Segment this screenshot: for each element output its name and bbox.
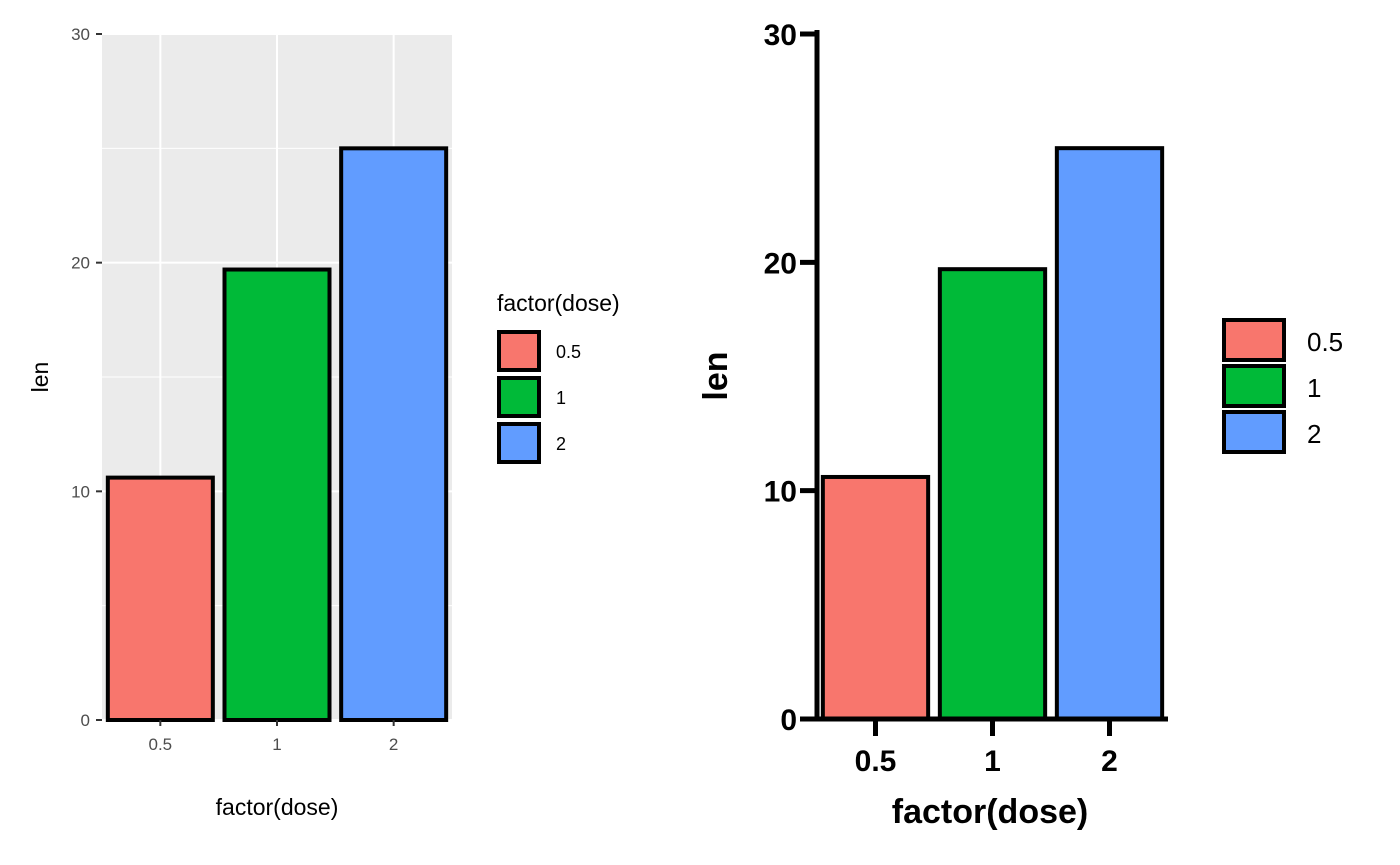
legend-key xyxy=(1222,364,1286,408)
legend: 0.5 1 2 xyxy=(1222,318,1343,454)
bar xyxy=(105,475,215,723)
y-axis-label: len xyxy=(27,362,53,393)
bars xyxy=(820,146,1165,722)
y-axis-ticks: 0 10 20 30 xyxy=(71,25,102,730)
x-tick-label: 0.5 xyxy=(149,735,173,754)
bar xyxy=(222,267,332,722)
legend-key xyxy=(497,376,541,418)
legend: factor(dose) 0.5 1 2 xyxy=(497,290,620,464)
bar xyxy=(339,146,449,723)
x-tick-label: 1 xyxy=(984,745,1001,778)
legend-key xyxy=(497,422,541,464)
legend-label: 1 xyxy=(556,388,566,408)
chart-left: 0 10 20 30 0.5 1 2 factor(dose) len factor(do… xyxy=(27,25,620,820)
x-tick-label: 2 xyxy=(1101,745,1118,778)
bar xyxy=(820,474,931,722)
legend-key xyxy=(1222,410,1286,454)
legend-title: factor(dose) xyxy=(497,290,620,316)
legend-label: 2 xyxy=(556,434,566,454)
y-tick-label: 10 xyxy=(764,476,797,509)
legend-key xyxy=(497,330,541,372)
legend-label: 0.5 xyxy=(556,342,581,362)
y-tick-label: 0 xyxy=(81,711,90,730)
chart-right: 0 10 20 30 0.5 1 2 factor(dose) len 0.5 1 2 xyxy=(697,19,1343,831)
x-tick-label: 2 xyxy=(389,735,398,754)
bar xyxy=(1054,146,1165,721)
y-tick-label: 20 xyxy=(764,247,797,280)
y-axis-label: len xyxy=(697,351,735,400)
bars xyxy=(105,146,449,723)
y-tick-label: 0 xyxy=(780,704,797,737)
x-axis-label: factor(dose) xyxy=(892,793,1088,831)
x-tick-label: 1 xyxy=(272,735,281,754)
legend-entries: 0.5 1 2 xyxy=(1222,318,1343,454)
legend-entries: 0.5 1 2 xyxy=(497,330,581,464)
y-tick-label: 30 xyxy=(764,19,797,52)
legend-key xyxy=(1222,318,1286,362)
bar xyxy=(937,267,1048,721)
legend-label: 0.5 xyxy=(1307,327,1343,357)
y-tick-label: 20 xyxy=(71,254,90,273)
y-tick-label: 10 xyxy=(71,482,90,501)
legend-label: 1 xyxy=(1307,373,1321,403)
x-axis-label: factor(dose) xyxy=(216,794,339,820)
legend-label: 2 xyxy=(1307,419,1321,449)
x-tick-label: 0.5 xyxy=(855,745,897,778)
x-axis-ticks: 0.5 1 2 xyxy=(149,720,398,754)
y-axis-ticks: 0 10 20 30 xyxy=(764,19,817,737)
x-axis-ticks: 0.5 1 2 xyxy=(855,719,1118,778)
y-tick-label: 30 xyxy=(71,25,90,44)
